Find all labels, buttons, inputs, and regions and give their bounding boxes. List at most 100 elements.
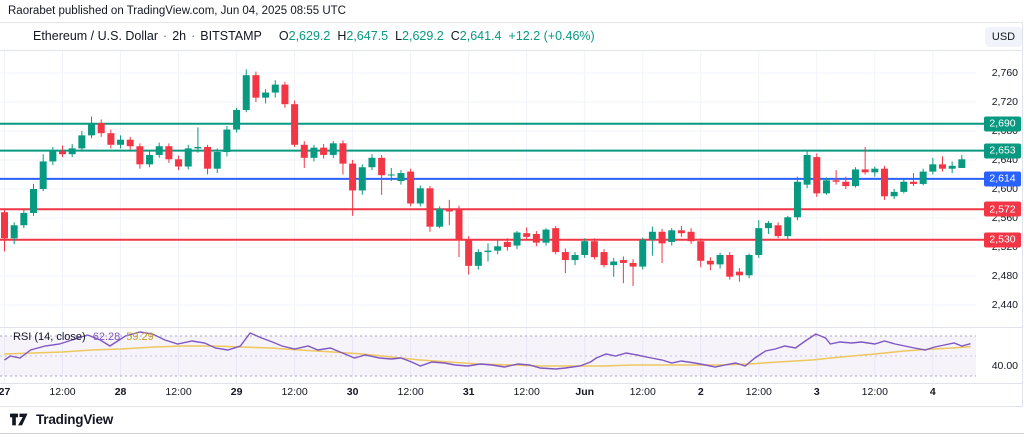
tradingview-logo-icon [10,412,29,427]
time-axis-label: 12:00 [861,386,888,398]
price-axis-tick: 2,480 [991,269,1018,282]
symbol-title[interactable]: Ethereum / U.S. Dollar [33,29,159,43]
time-axis-label: 12:00 [513,386,540,398]
candle-body [175,159,183,167]
candle-body [39,161,47,189]
candle-body [880,168,888,197]
candle-body [213,152,221,169]
candle-body [542,229,550,243]
rsi-current-value: 62.28 [92,331,121,343]
candle-body [320,147,328,155]
candle-body [745,254,753,276]
candle-body [793,181,801,218]
candle-body [948,165,956,169]
candle-body [126,139,134,147]
candle-body [358,167,366,191]
candle-body [832,180,840,182]
candle-body [929,164,937,172]
candle-body [726,254,734,277]
candle-body [687,231,695,242]
rsi-ma-current-value: 59.29 [126,331,154,343]
ohlc-readout: O2,629.2 H2,647.5 L2,629.2 C2,641.4 +12.2 (+… [272,29,595,43]
rsi-title[interactable]: RSI [13,331,32,343]
candle-body [755,228,763,255]
candle-body [242,75,250,110]
candle-body [233,109,241,130]
candle-body [958,159,966,168]
rsi-axis-tick: 40.00 [991,360,1018,372]
rsi-legend[interactable]: RSI (14, close) 62.28 59.29 [13,331,154,343]
candle-body [97,123,105,134]
candle-body [619,260,627,263]
candle-body [677,230,685,234]
chart-header: Ethereum / U.S. Dollar · 2h · BITSTAMP O2,629… [33,29,595,43]
candle-body [165,146,173,160]
candle-body [397,173,405,182]
price-axis-tick: 2,720 [991,95,1018,108]
candle-body [117,139,125,145]
candle-body [851,169,859,187]
candle-body [600,252,608,266]
rsi-band-fill [0,336,976,376]
open-letter: O [278,29,289,43]
candle-body [842,181,850,187]
candle-body [871,168,879,173]
candle-body [146,154,154,165]
price-axis-tick: 2,760 [991,66,1018,79]
close-value: 2,641.4 [459,29,502,43]
price-level-badge: 2,572 [984,201,1021,217]
candle-body [10,225,18,239]
currency-usd-button[interactable]: USD [985,27,1022,47]
candle-body [919,171,927,184]
candle-body [552,228,560,253]
time-axis-label: 27 [0,386,11,398]
candle-body [716,254,724,265]
candle-body [155,146,163,155]
candle-body [223,129,231,153]
candle-body [938,164,946,169]
candle-body [88,123,96,136]
candle-body [465,239,473,266]
candle-body [300,144,308,158]
candle-body [194,146,202,149]
candle-body [571,254,579,261]
candle-body [407,171,415,204]
high-letter: H [337,29,347,43]
candle-body [784,217,792,237]
candle-body [503,241,511,247]
rsi-params: (14, close) [34,331,86,343]
candle-body [561,252,569,261]
rsi-ma-line [4,345,971,367]
attribution-text: Raorabet published on TradingView.com, J… [8,5,346,17]
candle-body [271,84,279,93]
candle-body [368,157,376,168]
candle-body [629,262,637,267]
time-axis-label: 12:00 [281,386,308,398]
low-letter: L [395,29,403,43]
time-axis-label: 31 [462,386,475,398]
candle-body [310,147,318,158]
exchange-label: BITSTAMP [200,29,262,43]
tradingview-logo[interactable]: TradingView [10,412,113,427]
candle-body [329,143,337,155]
candle-body [494,246,502,251]
price-level-badge: 2,530 [984,232,1021,248]
price-level-badge: 2,653 [984,143,1021,159]
interval-label[interactable]: 2h [172,29,187,43]
candle-body [291,104,299,145]
price-level-badge: 2,690 [984,116,1021,132]
candle-body [523,233,531,237]
high-value: 2,647.5 [346,29,389,43]
time-axis-label: 12:00 [745,386,772,398]
candle-body [107,133,115,145]
candle-body [78,135,86,149]
time-axis-label: 29 [230,386,243,398]
candle-body [822,180,830,194]
candle-body [416,188,424,204]
time-axis-label: 12:00 [165,386,192,398]
rsi-line [4,331,971,370]
time-axis-label: 30 [346,386,359,398]
candle-body [764,223,772,229]
